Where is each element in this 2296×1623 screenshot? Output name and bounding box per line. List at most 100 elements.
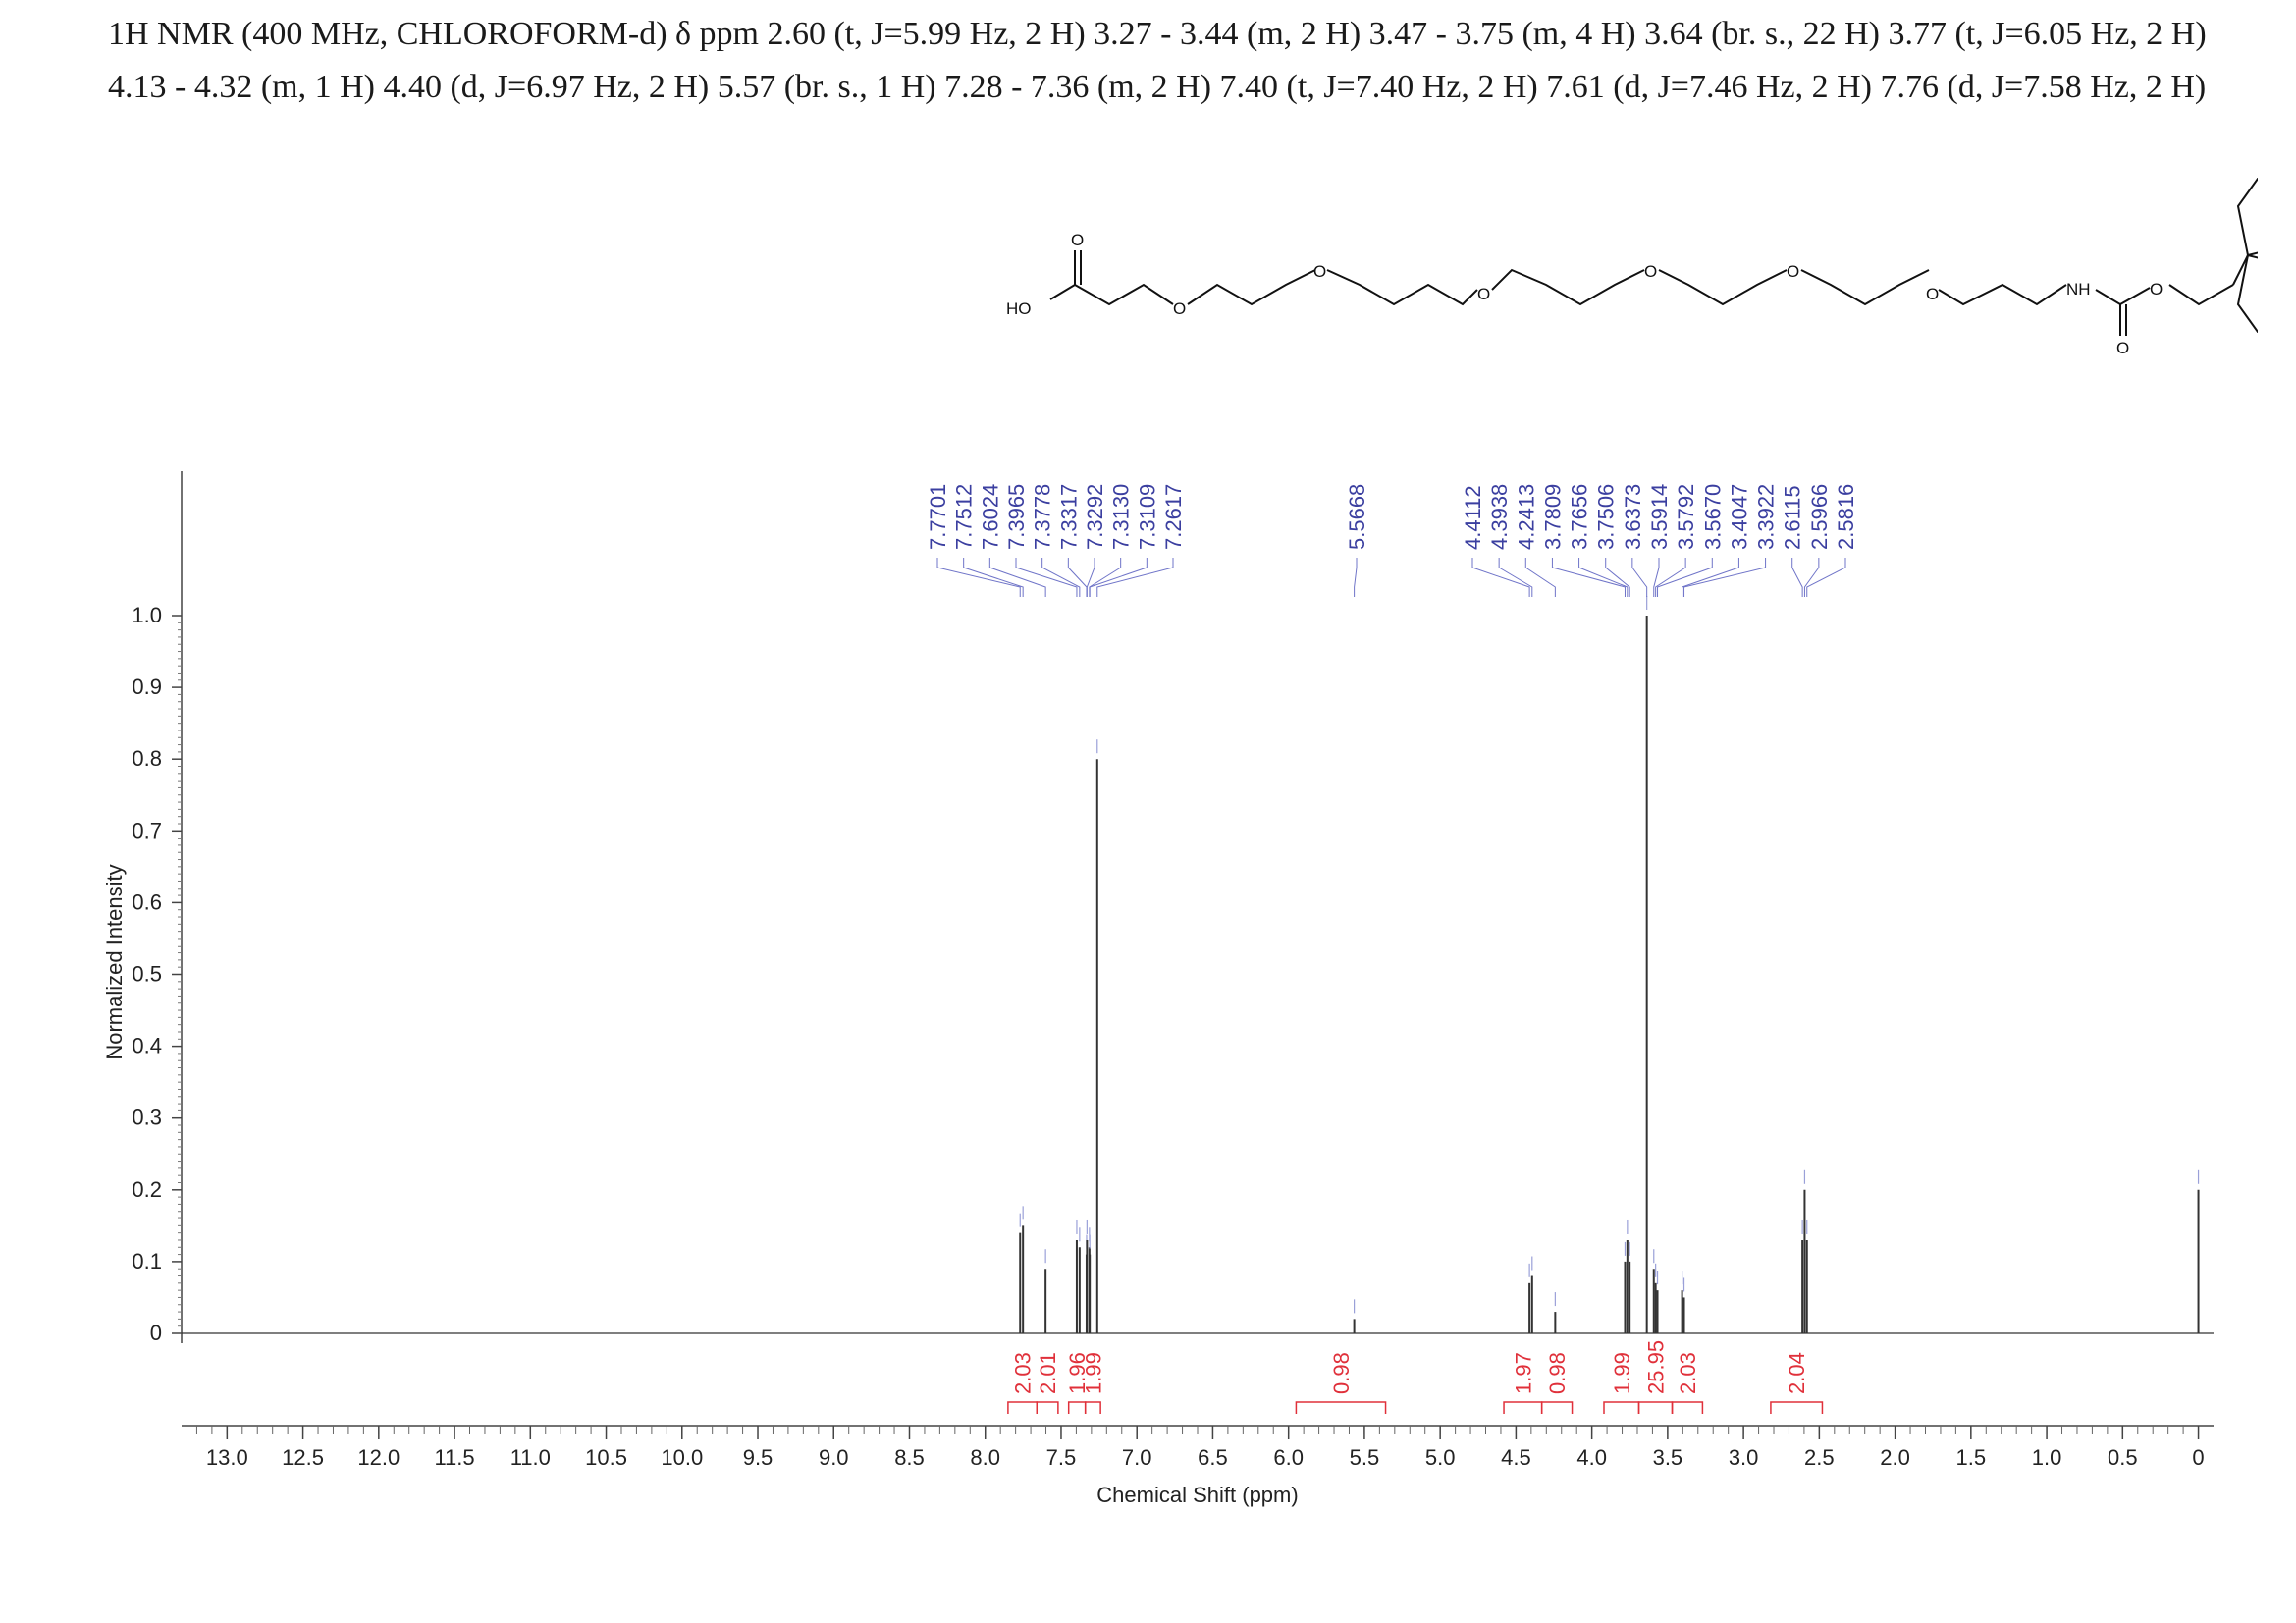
peak-label: 3.5670 — [1700, 484, 1725, 550]
peak-label-leader — [1803, 558, 1820, 597]
peak-label-leader — [1791, 558, 1803, 597]
peak-label: 2.5966 — [1807, 484, 1832, 550]
peak-label: 2.5816 — [1834, 484, 1858, 550]
peak-label: 7.3778 — [1031, 484, 1055, 550]
peak-label-group: 7.7701 7.7512 7.6024 7.3965 7.3778 7.3317 7.32… — [926, 484, 1858, 597]
atom-o-3: O — [1477, 285, 1490, 303]
atom-o-5: O — [1787, 262, 1799, 281]
atom-o-1: O — [1173, 299, 1186, 318]
chart-axes: 0 0.1 0.2 0.3 0.4 0.5 0.6 0.7 0.8 0.9 1.0 13.0 12.5 1… — [132, 471, 2214, 1470]
peak-label-leader — [963, 558, 1024, 597]
peak-label-leader — [1605, 558, 1630, 597]
x-tick-label: 13.0 — [206, 1445, 248, 1470]
peak-label-leader — [1631, 558, 1648, 597]
x-tick-label: 10.0 — [661, 1445, 703, 1470]
x-tick-label: 1.0 — [2032, 1445, 2062, 1470]
peak-label-leader — [1067, 558, 1088, 597]
y-tick-label: 0.3 — [132, 1106, 162, 1130]
integral-bracket — [1503, 1401, 1543, 1414]
integral-label: 0.98 — [1329, 1352, 1354, 1394]
x-tick-label: 4.0 — [1576, 1445, 1607, 1470]
x-tick-label: 12.0 — [357, 1445, 400, 1470]
y-axis-title: Normalized Intensity — [102, 864, 127, 1059]
y-tick-label: 0.9 — [132, 675, 162, 699]
peak-label: 4.4112 — [1461, 485, 1485, 550]
integral-bracket — [1540, 1401, 1574, 1414]
integral-label: 2.03 — [1011, 1352, 1036, 1394]
x-tick-label: 12.5 — [282, 1445, 324, 1470]
peak-label: 7.3965 — [1004, 484, 1029, 550]
integral-label: 1.99 — [1610, 1352, 1634, 1394]
y-tick-label: 0.6 — [132, 890, 162, 914]
x-tick-label: 1.5 — [1956, 1445, 1987, 1470]
integral-label: 0.98 — [1545, 1352, 1570, 1394]
peak-label-leader — [1089, 558, 1148, 597]
peak-label-leader — [1041, 558, 1081, 597]
peak-label-leader — [1471, 558, 1530, 597]
peak-label: 3.7809 — [1540, 484, 1565, 550]
x-tick-label: 3.5 — [1653, 1445, 1683, 1470]
x-tick-label: 5.0 — [1425, 1445, 1456, 1470]
x-tick-label: 5.5 — [1350, 1445, 1380, 1470]
peak-label: 3.4047 — [1727, 484, 1751, 550]
atom-ho: HO — [1006, 299, 1032, 318]
peak-label-leader — [936, 558, 1021, 597]
peak-label: 7.3109 — [1135, 484, 1159, 550]
peak-label: 7.7701 — [926, 484, 950, 550]
integral-bracket — [1067, 1401, 1087, 1414]
peak-label-leader — [1578, 558, 1629, 597]
peak-label-leader — [1655, 558, 1686, 597]
peak-label-leader — [1657, 558, 1713, 597]
peak-label: 3.6373 — [1621, 484, 1645, 550]
integral-label: 2.01 — [1036, 1352, 1060, 1394]
integral-bracket — [1036, 1401, 1059, 1414]
peak-label: 3.7506 — [1594, 484, 1619, 550]
peak-label: 7.3130 — [1109, 484, 1134, 550]
integral-label: 1.97 — [1511, 1352, 1535, 1394]
atom-nh: NH — [2066, 280, 2091, 298]
peak-label: 7.7512 — [952, 484, 977, 550]
molecular-structure: HO O O O O O O O NH O O — [1006, 177, 2258, 357]
peak-label: 3.7656 — [1568, 484, 1592, 550]
integral-label: 25.95 — [1644, 1340, 1669, 1394]
y-tick-label: 1.0 — [132, 603, 162, 627]
integral-bracket — [1603, 1401, 1640, 1414]
peak-label-leader — [988, 558, 1046, 597]
x-tick-label: 11.5 — [434, 1445, 474, 1470]
integral-bracket — [1637, 1401, 1674, 1414]
y-tick-label: 0.7 — [132, 818, 162, 842]
x-tick-label: 7.5 — [1046, 1445, 1077, 1470]
x-tick-label: 10.5 — [585, 1445, 627, 1470]
integral-bracket — [1770, 1401, 1824, 1414]
peak-label: 7.3292 — [1083, 484, 1107, 550]
peak-label-leader — [1524, 558, 1556, 597]
peak-label: 3.5914 — [1647, 484, 1672, 550]
x-tick-label: 0.5 — [2108, 1445, 2138, 1470]
peak-label: 5.5668 — [1345, 484, 1369, 550]
peak-label: 3.3922 — [1754, 484, 1779, 550]
peak-label: 7.3317 — [1056, 484, 1081, 550]
integral-label: 1.99 — [1081, 1352, 1105, 1394]
x-tick-label: 6.0 — [1273, 1445, 1304, 1470]
peak-label: 7.2617 — [1161, 484, 1186, 550]
integral-group: 2.03 2.01 1.961.99 0.98 1.97 0.98 1.99 25.95 2.0… — [1007, 1340, 1824, 1414]
atom-o-4: O — [1644, 262, 1657, 281]
peak-label-leader — [1806, 558, 1846, 597]
integral-label: 2.04 — [1785, 1352, 1809, 1394]
x-tick-label: 9.5 — [743, 1445, 774, 1470]
y-tick-label: 0.4 — [132, 1034, 162, 1058]
integral-bracket — [1671, 1401, 1704, 1414]
y-tick-label: 0.1 — [132, 1249, 162, 1273]
y-tick-label: 0.8 — [132, 746, 162, 771]
x-tick-label: 0 — [2192, 1445, 2204, 1470]
peak-label: 2.6115 — [1781, 485, 1805, 550]
integral-bracket — [1084, 1401, 1101, 1414]
y-tick-label: 0.2 — [132, 1177, 162, 1202]
x-tick-label: 11.0 — [510, 1445, 551, 1470]
x-tick-label: 8.5 — [894, 1445, 925, 1470]
peak-label-leader — [1653, 558, 1660, 597]
nmr-description-line-2: 4.13 - 4.32 (m, 1 H) 4.40 (d, J=6.97 Hz,… — [108, 69, 2207, 105]
x-tick-label: 8.0 — [970, 1445, 1000, 1470]
x-tick-label: 2.5 — [1804, 1445, 1835, 1470]
